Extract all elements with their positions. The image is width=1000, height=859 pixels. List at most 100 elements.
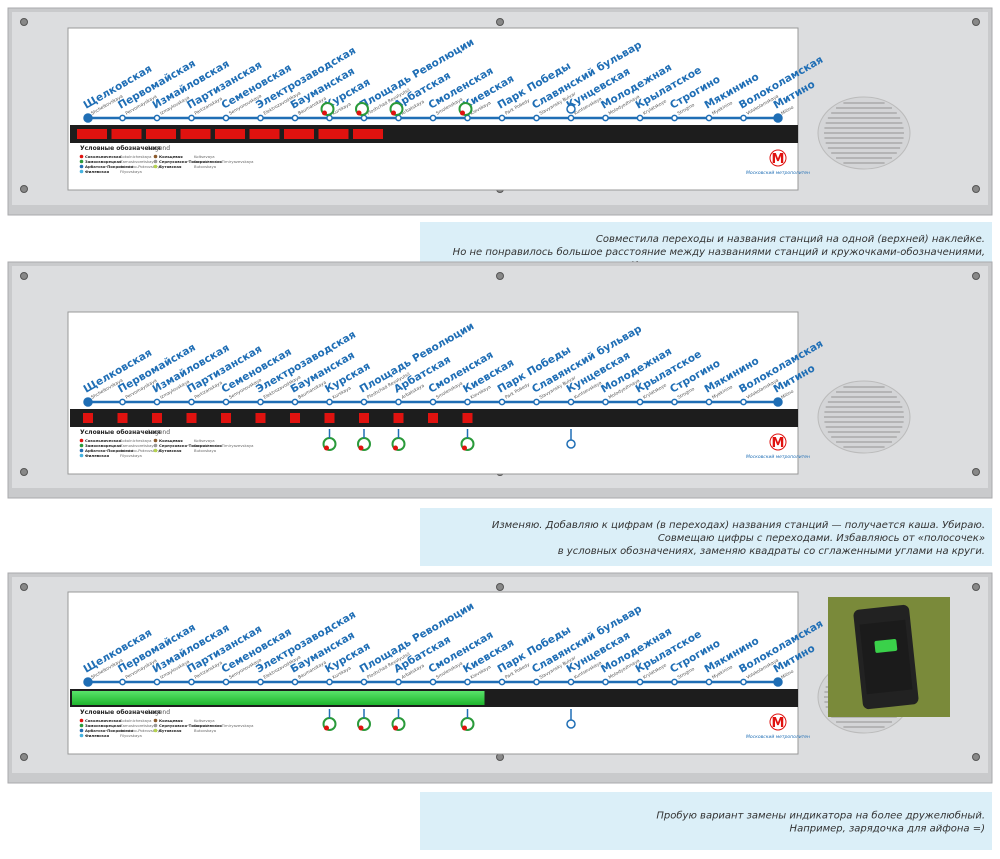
transfer-icon	[322, 110, 327, 116]
logo-letter: М	[772, 436, 785, 451]
caption-line: Пробую вариант замены индикатора на боле…	[656, 810, 985, 822]
station-dot	[671, 114, 678, 122]
logo-text: Московский метрополитен	[746, 734, 810, 740]
logo-text: Московский метрополитен	[746, 454, 810, 460]
station-dot	[567, 678, 575, 686]
legend-item: Бутовская	[159, 448, 182, 453]
legend-item-en: Butovskaya	[194, 448, 216, 453]
station-dot	[257, 678, 264, 686]
charge-bar	[72, 691, 485, 705]
legend-item-en: Serpukhovsko-Timiryazevskaya	[194, 159, 254, 164]
indicator	[180, 129, 211, 139]
legend-item: Сокольническая	[85, 718, 122, 723]
indicator	[255, 413, 266, 423]
legend-marker	[153, 443, 158, 448]
station-dot	[326, 114, 333, 122]
legend-item-en: Koltsevaya	[194, 718, 215, 723]
station-dot	[188, 114, 195, 122]
station-dot	[464, 398, 471, 406]
station-dot	[773, 113, 783, 123]
logo-circle	[769, 713, 787, 731]
legend-marker	[153, 159, 158, 164]
station-dot	[773, 397, 783, 407]
station-dot	[153, 114, 161, 122]
station-dot	[360, 398, 368, 406]
legend-marker	[153, 164, 158, 169]
legend-item-en: Sokolnicheskaya	[120, 718, 151, 723]
transfer-icon	[566, 719, 576, 729]
station-dot	[326, 398, 333, 406]
legend-marker	[79, 723, 84, 728]
legend-title: Условные обозначения	[80, 429, 161, 436]
station-dot	[567, 398, 575, 406]
legend-item-en: Serpukhovsko-Timiryazevskaya	[194, 443, 254, 448]
caption-line: в условных обозначениях, заменяю квадрат…	[558, 545, 985, 557]
bolt	[20, 272, 28, 280]
station-dot	[773, 677, 783, 687]
station-dot	[257, 398, 264, 406]
legend-marker	[79, 438, 84, 443]
legend-item-en: Arbatsko-Pokrovskaya	[120, 448, 162, 453]
legend-marker	[79, 443, 84, 448]
station-dot	[740, 678, 747, 686]
legend-item: Бутовская	[159, 164, 182, 169]
station-dot	[395, 678, 402, 686]
legend-item: Арбатско-Покровская	[85, 728, 134, 733]
station-dot	[464, 678, 471, 686]
legend-marker	[153, 718, 158, 723]
legend-item: Филевская	[85, 733, 110, 738]
legend-marker	[79, 159, 84, 164]
legend-item: Серпуховско-Тимирязевская	[159, 159, 222, 164]
station-dot	[153, 678, 161, 686]
station-dot	[395, 398, 402, 406]
station-dot	[360, 114, 368, 122]
indicator	[324, 413, 335, 423]
legend-item: Сокольническая	[85, 438, 122, 443]
indicator	[83, 413, 93, 423]
legend-item: Серпуховско-Тимирязевская	[159, 443, 222, 448]
station-dot	[291, 398, 299, 406]
caption-box	[420, 792, 992, 850]
indicator	[215, 129, 245, 139]
transfer-icon	[356, 110, 362, 116]
station-dot	[222, 398, 230, 406]
indicator	[318, 129, 349, 139]
legend-item: Филевская	[85, 453, 110, 458]
legend-item-en: Filyovskaya	[120, 733, 142, 738]
bolt	[496, 272, 504, 280]
station-dot	[291, 114, 299, 122]
station-dot	[291, 678, 299, 686]
logo-letter: М	[772, 716, 785, 731]
station-dot	[671, 398, 678, 406]
legend-item: Арбатско-Покровская	[85, 164, 134, 169]
station-dot	[533, 114, 540, 122]
bolt	[20, 18, 28, 26]
caption-box	[420, 508, 992, 566]
station-dot	[326, 678, 333, 686]
caption-line: Но не понравилось большое расстояние меж…	[453, 246, 985, 258]
bolt	[496, 753, 504, 761]
sign	[67, 27, 799, 191]
bolt	[972, 185, 980, 193]
legend-item-en: Sokolnicheskaya	[120, 438, 151, 443]
bolt	[972, 468, 980, 476]
caption-line: Изменяю. Добавляю к цифрам (в переходах)…	[492, 519, 985, 531]
station-dot	[533, 398, 540, 406]
bolt	[972, 18, 980, 26]
legend-item-en: Sokolnicheskaya	[120, 154, 151, 159]
legend-marker	[153, 723, 158, 728]
bolt	[20, 753, 28, 761]
transfer-icon	[358, 725, 364, 731]
transfer-icon	[358, 445, 364, 451]
station-dot	[83, 397, 93, 407]
transfer-icon	[462, 445, 467, 451]
indicator	[146, 129, 176, 139]
station-dot	[119, 114, 126, 122]
transfer-icon	[566, 439, 576, 449]
station-dot	[119, 398, 126, 406]
legend-marker	[79, 718, 84, 723]
station-dot	[636, 678, 644, 686]
logo-text: Московский метрополитен	[746, 170, 810, 176]
legend-marker	[153, 154, 158, 159]
